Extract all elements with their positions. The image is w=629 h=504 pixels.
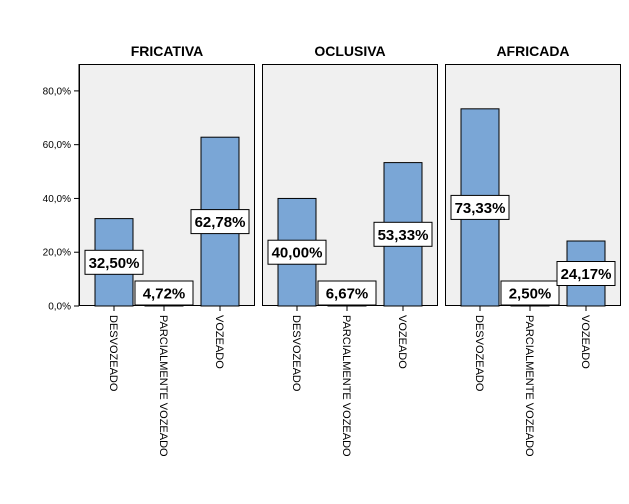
data-label: 2,50%	[509, 286, 552, 303]
data-label: 40,00%	[272, 245, 323, 262]
data-label-box	[373, 221, 433, 247]
data-label-box	[84, 249, 144, 275]
x-tick-label: PARCIALMENTE VOZEADO	[157, 315, 169, 457]
y-tick-label: 0,0%	[48, 302, 71, 313]
data-label: 53,33%	[378, 227, 429, 244]
panel-title: OCLUSIVA	[314, 43, 385, 59]
x-tick-label: DESVOZEADO	[107, 315, 119, 392]
data-label-box	[317, 280, 377, 306]
data-label: 62,78%	[195, 214, 246, 231]
panel-africada: AFRICADA DESVOZEADO PARCIALMENTE VOZEADO VO…	[445, 43, 621, 457]
x-tick-label: DESVOZEADO	[290, 315, 302, 392]
y-tick-label: 20,0%	[43, 248, 71, 259]
panel-fricativa: FRICATIVA DESVOZEADO PARCIALMENTE VOZEADO V…	[79, 43, 255, 457]
panel-title: FRICATIVA	[131, 43, 204, 59]
panel-title: AFRICADA	[496, 43, 569, 59]
data-label: 73,33%	[455, 200, 506, 217]
x-tick-label: VOZEADO	[579, 315, 591, 369]
panel-oclusiva: OCLUSIVA DESVOZEADO PARCIALMENTE VOZEADO VO…	[262, 43, 438, 457]
data-label-box	[134, 280, 194, 306]
data-label-box	[450, 194, 510, 220]
data-label-box	[267, 239, 327, 265]
x-tick-label: DESVOZEADO	[473, 315, 485, 392]
x-tick-label: VOZEADO	[396, 315, 408, 369]
y-tick-label: 80,0%	[43, 86, 71, 97]
data-label: 24,17%	[561, 266, 612, 283]
data-label: 6,67%	[326, 286, 369, 303]
data-label-box	[500, 280, 560, 306]
x-tick-label: VOZEADO	[213, 315, 225, 369]
data-label-box	[190, 209, 250, 235]
data-label-box	[556, 261, 616, 287]
y-tick-label: 60,0%	[43, 140, 71, 151]
x-tick-label: PARCIALMENTE VOZEADO	[340, 315, 352, 457]
data-label: 32,50%	[89, 255, 140, 272]
data-label: 4,72%	[143, 286, 186, 303]
y-tick-label: 40,0%	[43, 194, 71, 205]
x-tick-label: PARCIALMENTE VOZEADO	[523, 315, 535, 457]
